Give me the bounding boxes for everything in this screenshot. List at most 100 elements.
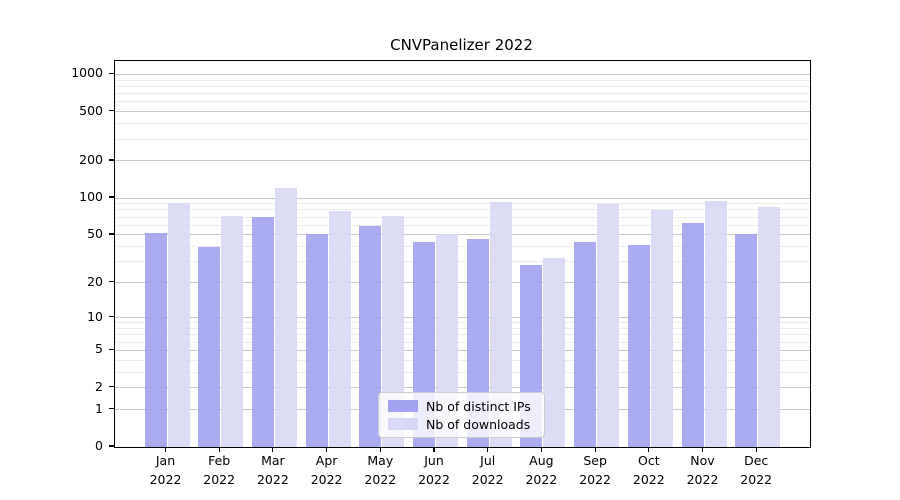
bar-downloads bbox=[543, 258, 566, 447]
gridline-minor bbox=[115, 85, 810, 87]
gridline-minor bbox=[115, 93, 810, 95]
gridline-minor bbox=[115, 334, 810, 336]
legend-label-distinct-ips: Nb of distinct IPs bbox=[426, 398, 531, 414]
x-tick-label: Oct 2022 bbox=[632, 453, 665, 487]
gridline-minor bbox=[115, 216, 810, 218]
legend-item-distinct-ips: Nb of distinct IPs bbox=[388, 399, 535, 414]
bar-downloads bbox=[221, 215, 244, 447]
gridline-minor bbox=[115, 101, 810, 103]
y-tick-label: 50 bbox=[87, 225, 103, 241]
y-tick-label: 500 bbox=[79, 102, 103, 118]
y-tick-mark bbox=[109, 316, 114, 318]
bar-distinct-ips bbox=[627, 245, 650, 447]
y-tick-label: 1000 bbox=[71, 65, 103, 81]
gridline-major bbox=[115, 111, 810, 113]
y-tick-label: 200 bbox=[79, 151, 103, 167]
gridline-minor bbox=[115, 224, 810, 226]
gridline-minor bbox=[115, 138, 810, 140]
y-tick-mark bbox=[109, 110, 114, 112]
x-tick-mark bbox=[594, 447, 596, 453]
bar-distinct-ips bbox=[305, 233, 328, 447]
bar-downloads bbox=[704, 201, 727, 447]
y-tick-mark bbox=[109, 159, 114, 161]
x-tick-mark bbox=[218, 447, 220, 453]
legend: Nb of distinct IPs Nb of downloads bbox=[378, 392, 545, 438]
y-tick-label: 1 bbox=[95, 400, 103, 416]
y-tick-mark bbox=[109, 445, 114, 447]
x-tick-label: Sep 2022 bbox=[579, 453, 611, 487]
gridline-major bbox=[115, 197, 810, 199]
gridline-minor bbox=[115, 79, 810, 81]
bar-downloads bbox=[650, 210, 673, 447]
x-tick-label: Jun 2022 bbox=[418, 453, 450, 487]
x-tick-label: Dec 2022 bbox=[740, 453, 773, 487]
gridline-minor bbox=[115, 371, 810, 373]
gridline-major bbox=[115, 317, 810, 319]
bar-distinct-ips bbox=[735, 233, 758, 447]
chart-title: CNVPanelizer 2022 bbox=[390, 36, 533, 54]
y-tick-label: 20 bbox=[87, 273, 103, 289]
y-tick-mark bbox=[109, 386, 114, 388]
x-tick-mark bbox=[755, 447, 757, 453]
x-tick-mark bbox=[433, 447, 435, 453]
gridline-minor bbox=[115, 341, 810, 343]
x-tick-label: Nov 2022 bbox=[686, 453, 719, 487]
y-tick-mark bbox=[109, 233, 114, 235]
x-tick-mark bbox=[648, 447, 650, 453]
gridline-major bbox=[115, 349, 810, 351]
bar-distinct-ips bbox=[359, 226, 382, 447]
x-tick-mark bbox=[701, 447, 704, 453]
legend-swatch-distinct-ips bbox=[388, 400, 418, 412]
x-tick-mark bbox=[164, 447, 167, 453]
gridline-minor bbox=[115, 261, 810, 263]
y-tick-mark bbox=[109, 281, 114, 283]
gridline-minor bbox=[115, 322, 810, 324]
gridline-minor bbox=[115, 246, 810, 248]
y-tick-mark bbox=[109, 196, 114, 198]
y-tick-label: 0 bbox=[95, 438, 103, 453]
y-tick-label: 100 bbox=[79, 189, 103, 205]
bar-distinct-ips bbox=[144, 232, 167, 447]
gridline-minor bbox=[115, 327, 810, 329]
bar-distinct-ips bbox=[251, 217, 274, 447]
bar-distinct-ips bbox=[574, 241, 597, 447]
gridline-major bbox=[115, 160, 810, 162]
legend-swatch-downloads bbox=[388, 418, 418, 430]
gridline-minor bbox=[115, 203, 810, 205]
bar-distinct-ips bbox=[681, 222, 704, 447]
legend-label-downloads: Nb of downloads bbox=[426, 416, 531, 432]
bar-downloads bbox=[597, 204, 620, 447]
x-tick-label: Apr 2022 bbox=[310, 453, 343, 487]
y-tick-mark bbox=[109, 348, 114, 350]
x-tick-mark bbox=[540, 447, 542, 453]
bar-downloads bbox=[382, 216, 405, 447]
gridline-minor bbox=[115, 123, 810, 125]
x-tick-label: Jan 2022 bbox=[149, 453, 182, 487]
gridline-major bbox=[115, 282, 810, 284]
bar-downloads bbox=[274, 187, 297, 447]
y-tick-label: 2 bbox=[95, 378, 103, 394]
x-tick-mark bbox=[487, 447, 489, 453]
gridline-minor bbox=[115, 209, 810, 211]
legend-item-downloads: Nb of downloads bbox=[388, 417, 535, 432]
bar-distinct-ips bbox=[198, 246, 221, 447]
x-tick-label: May 2022 bbox=[364, 453, 397, 487]
gridline-major bbox=[115, 234, 810, 236]
y-tick-label: 5 bbox=[95, 341, 103, 357]
gridline-major bbox=[115, 73, 810, 75]
x-tick-label: Mar 2022 bbox=[256, 453, 289, 487]
bar-downloads bbox=[167, 203, 190, 447]
x-tick-mark bbox=[272, 447, 274, 453]
y-tick-label: 10 bbox=[87, 308, 103, 324]
bar-downloads bbox=[489, 201, 512, 447]
x-tick-label: Feb 2022 bbox=[203, 453, 236, 487]
bar-downloads bbox=[758, 206, 781, 447]
x-tick-label: Jul 2022 bbox=[471, 453, 504, 487]
y-tick-mark bbox=[109, 408, 114, 410]
x-tick-mark bbox=[326, 447, 328, 453]
y-tick-mark bbox=[109, 72, 114, 74]
gridline-minor bbox=[115, 359, 810, 361]
x-tick-mark bbox=[379, 447, 381, 453]
gridline-major bbox=[115, 387, 810, 389]
